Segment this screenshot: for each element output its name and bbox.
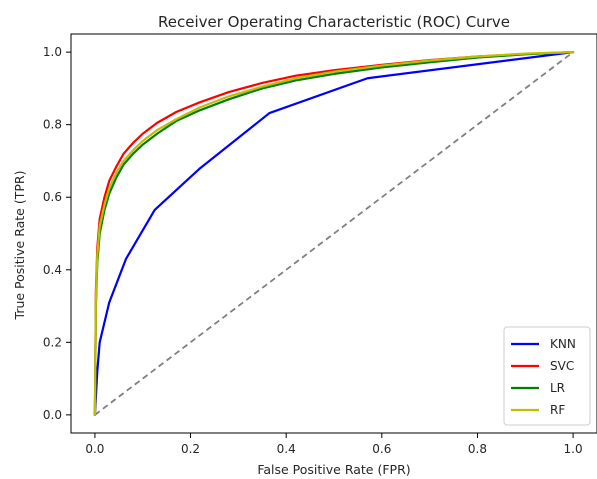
series-line-lr — [93, 51, 575, 416]
y-tick-label: 1.0 — [43, 45, 62, 59]
plot-lines — [93, 51, 575, 416]
y-tick-label: 0.8 — [43, 118, 62, 132]
y-tick-label: 0.2 — [43, 335, 62, 349]
legend: KNN SVC LR RF — [503, 326, 591, 426]
y-tick-label: 0.4 — [43, 263, 62, 277]
series-line-rf — [93, 51, 575, 416]
legend-items: KNN SVC LR RF — [511, 337, 576, 417]
legend-frame — [503, 326, 591, 426]
legend-label-svc: SVC — [550, 359, 574, 373]
x-tick-label: 0.8 — [468, 442, 487, 456]
x-tick-label: 0.6 — [372, 442, 391, 456]
x-tick-label: 0.2 — [181, 442, 200, 456]
y-tick-label: 0.6 — [43, 190, 62, 204]
legend-label-knn: KNN — [550, 337, 576, 351]
legend-label-lr: LR — [550, 381, 565, 395]
y-tick-label: 0.0 — [43, 408, 62, 422]
series-line-knn — [93, 51, 575, 416]
y-axis-ticks: 0.0 0.2 0.4 0.6 0.8 1.0 — [43, 45, 71, 422]
x-tick-label: 1.0 — [564, 442, 583, 456]
diagonal-reference-line — [94, 51, 574, 416]
y-axis-label: True Positive Rate (TPR) — [12, 171, 27, 321]
x-tick-label: 0.4 — [277, 442, 296, 456]
x-axis-ticks: 0.0 0.2 0.4 0.6 0.8 1.0 — [85, 433, 583, 456]
legend-label-rf: RF — [550, 403, 565, 417]
chart-title: Receiver Operating Characteristic (ROC) … — [158, 13, 510, 31]
x-axis-label: False Positive Rate (FPR) — [257, 462, 410, 477]
x-tick-label: 0.0 — [85, 442, 104, 456]
